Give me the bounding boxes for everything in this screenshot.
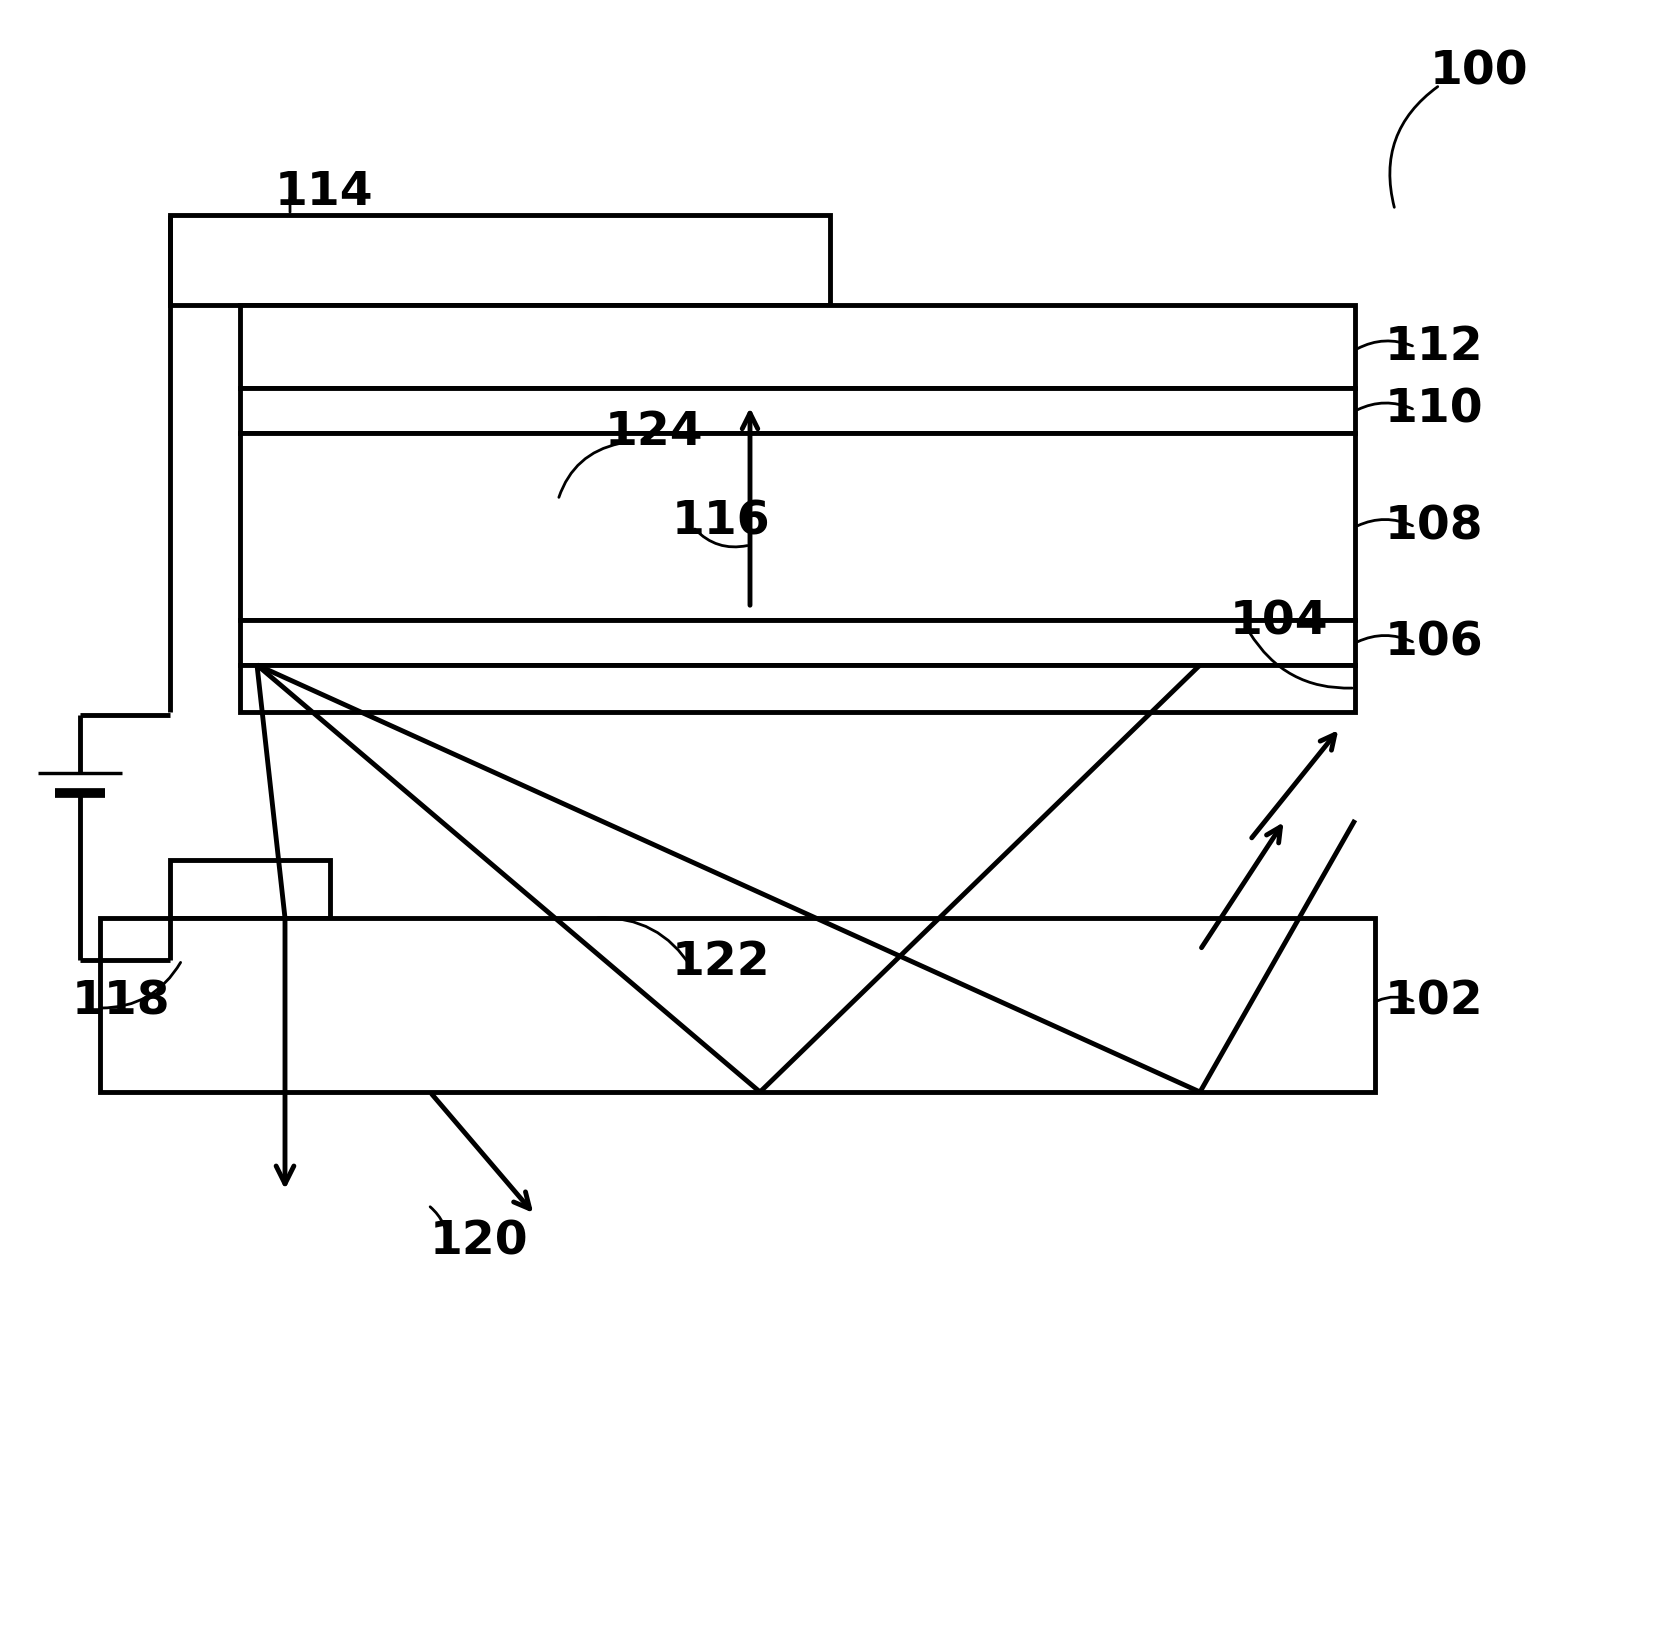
Text: 108: 108 xyxy=(1385,505,1483,549)
Text: 112: 112 xyxy=(1385,324,1483,370)
Text: 102: 102 xyxy=(1385,979,1483,1025)
Text: 104: 104 xyxy=(1231,599,1329,645)
Text: 122: 122 xyxy=(673,940,771,984)
Text: 114: 114 xyxy=(276,169,374,215)
Bar xyxy=(239,305,1355,388)
Bar xyxy=(169,215,831,305)
Text: 120: 120 xyxy=(430,1220,528,1264)
Text: 116: 116 xyxy=(673,500,771,544)
Bar xyxy=(169,860,331,919)
Bar xyxy=(239,621,1355,665)
Text: 110: 110 xyxy=(1385,388,1483,433)
Text: 100: 100 xyxy=(1430,49,1528,94)
Bar xyxy=(239,388,1355,433)
Bar xyxy=(239,665,1355,712)
Bar xyxy=(239,433,1355,621)
Text: 118: 118 xyxy=(71,979,171,1025)
Text: 124: 124 xyxy=(605,409,704,454)
Bar xyxy=(100,919,1375,1091)
Text: 106: 106 xyxy=(1385,621,1483,666)
